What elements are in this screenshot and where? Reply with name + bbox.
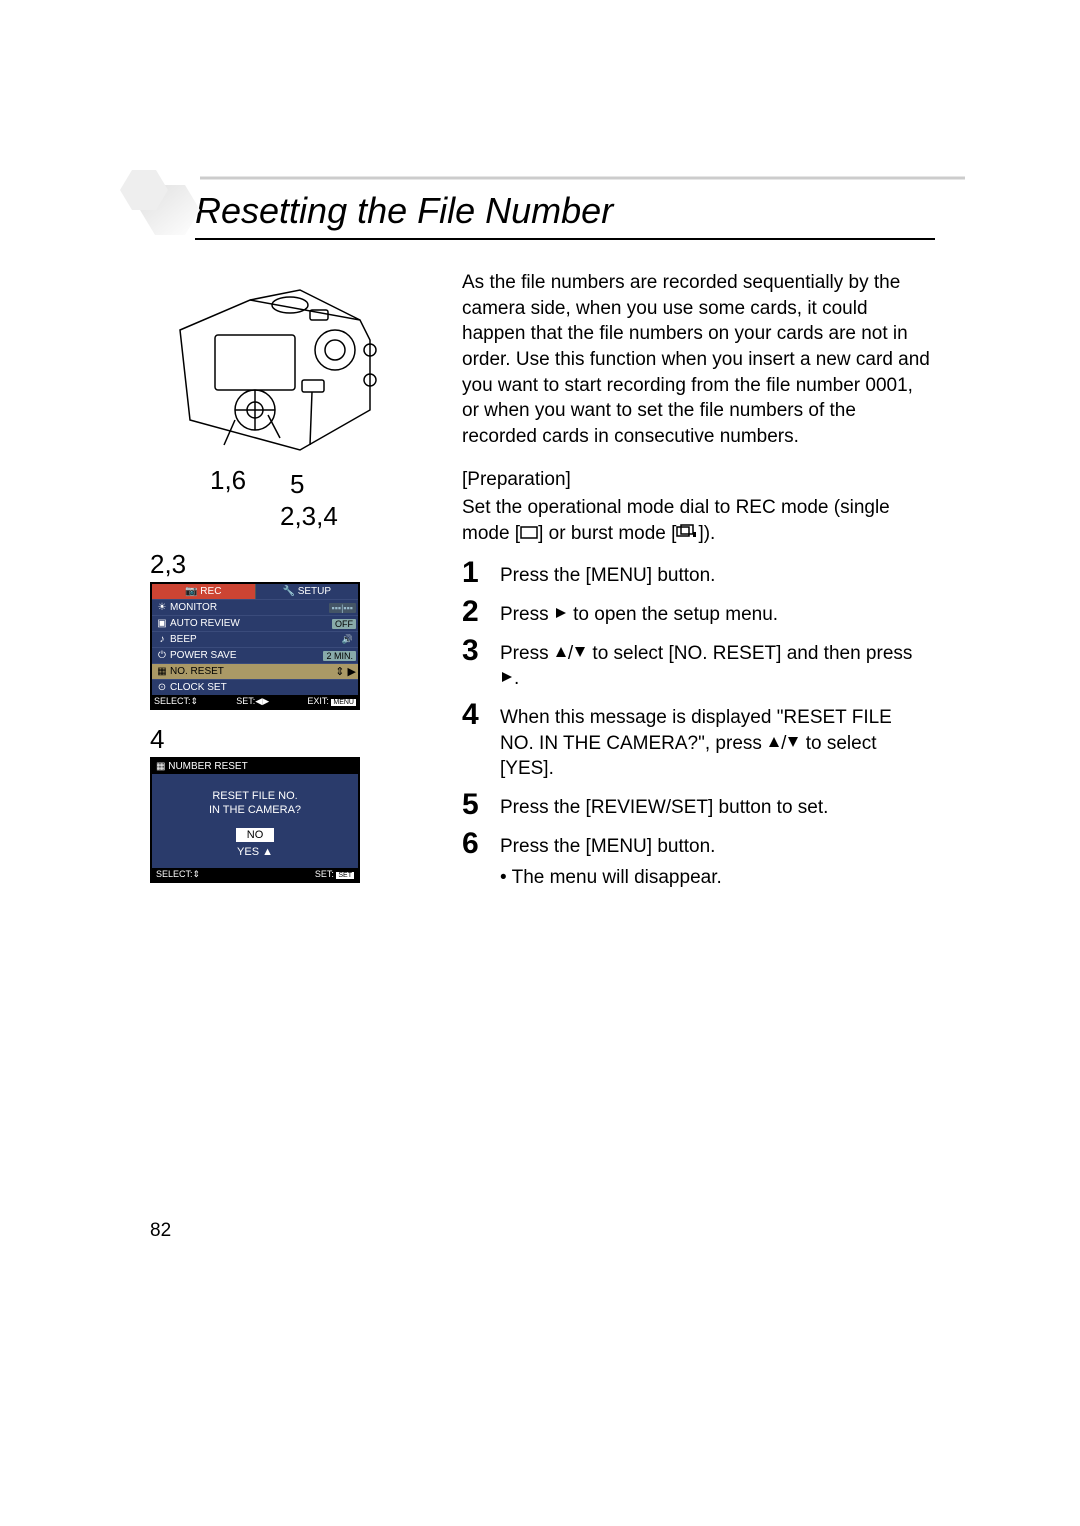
yes-option: YES ▲ — [172, 846, 338, 858]
step-1: 1 Press the [MENU] button. — [462, 560, 930, 589]
menu-row-monitor: ☀ MONITOR ▪▪▪|▪▪▪ — [152, 599, 358, 615]
right-triangle-icon — [554, 606, 568, 620]
setup-menu-screenshot: 📷 REC 🔧 SETUP ☀ MONITOR ▪▪▪|▪▪▪ ▣ AUTO R… — [150, 582, 360, 710]
menu-row-autoreview: ▣ AUTO REVIEW OFF — [152, 615, 358, 631]
callout-5: 5 — [290, 469, 304, 500]
screen4-label: 4 — [150, 724, 450, 755]
number-reset-screenshot: ▦ NUMBER RESET RESET FILE NO. IN THE CAM… — [150, 757, 360, 883]
page-number: 82 — [150, 1220, 171, 1242]
menu-row-powersave: ⏻ POWER SAVE 2 MIN. — [152, 647, 358, 663]
step-6-sub: • The menu will disappear. — [500, 865, 930, 891]
step-4: 4 When this message is displayed "RESET … — [462, 702, 930, 782]
up-triangle-icon — [767, 735, 781, 749]
down-triangle-icon — [786, 735, 800, 749]
step-2: 2 Press to open the setup menu. — [462, 599, 930, 628]
header-decoration — [120, 160, 970, 240]
intro-text: As the file numbers are recorded sequent… — [462, 270, 930, 449]
down-triangle-icon — [573, 645, 587, 659]
clock-icon: ⊙ — [154, 682, 170, 693]
reset-icon: ▦ — [154, 666, 170, 677]
power-icon: ⏻ — [154, 650, 170, 661]
right-triangle-icon — [500, 670, 514, 684]
step-5: 5 Press the [REVIEW/SET] button to set. — [462, 792, 930, 821]
preparation-label: [Preparation] — [462, 467, 930, 493]
steps-list: 1 Press the [MENU] button. 2 Press to op… — [462, 560, 930, 890]
menu2-bottombar: SELECT:⇕ SET: SET — [152, 868, 358, 881]
left-column: 1,6 5 2,3,4 2,3 📷 REC 🔧 SETUP ☀ MONITOR … — [150, 270, 450, 901]
menu-row-noreset: ▦ NO. RESET ⇕ ▶ — [152, 663, 358, 679]
beep-icon: ♪ — [154, 634, 170, 645]
screen23-label: 2,3 — [150, 549, 450, 580]
no-option: NO — [236, 828, 275, 842]
preparation-text: Set the operational mode dial to REC mod… — [462, 495, 930, 546]
reset-msg-2: IN THE CAMERA? — [172, 804, 338, 816]
manual-page: Resetting the File Number — [150, 190, 930, 901]
step-6: 6 Press the [MENU] button. • The menu wi… — [462, 831, 930, 891]
brightness-icon: ☀ — [154, 602, 170, 613]
review-icon: ▣ — [154, 618, 170, 629]
menu-row-beep: ♪ BEEP 🔊 — [152, 631, 358, 647]
updown-icon: ⇕ ▶ — [335, 665, 356, 678]
menu-row-clockset: ⊙ CLOCK SET — [152, 679, 358, 695]
menu2-titlebar: ▦ NUMBER RESET — [152, 759, 358, 774]
right-column: As the file numbers are recorded sequent… — [450, 270, 930, 901]
camera-callouts: 1,6 5 2,3,4 — [150, 475, 450, 535]
rec-tab: 📷 REC — [152, 584, 255, 599]
callout-1-6: 1,6 — [210, 465, 246, 496]
callout-234: 2,3,4 — [280, 501, 338, 532]
up-triangle-icon — [554, 645, 568, 659]
content-columns: 1,6 5 2,3,4 2,3 📷 REC 🔧 SETUP ☀ MONITOR … — [150, 270, 930, 901]
step-3: 3 Press / to select [NO. RESET] and then… — [462, 638, 930, 692]
camera-illustration — [160, 280, 400, 470]
burst-mode-icon — [676, 524, 698, 539]
reset-msg-1: RESET FILE NO. — [172, 790, 338, 802]
setup-tab: 🔧 SETUP — [255, 584, 359, 599]
single-mode-icon — [520, 526, 538, 539]
menu1-bottombar: SELECT:⇕ SET:◀▶ EXIT: MENU — [152, 695, 358, 708]
